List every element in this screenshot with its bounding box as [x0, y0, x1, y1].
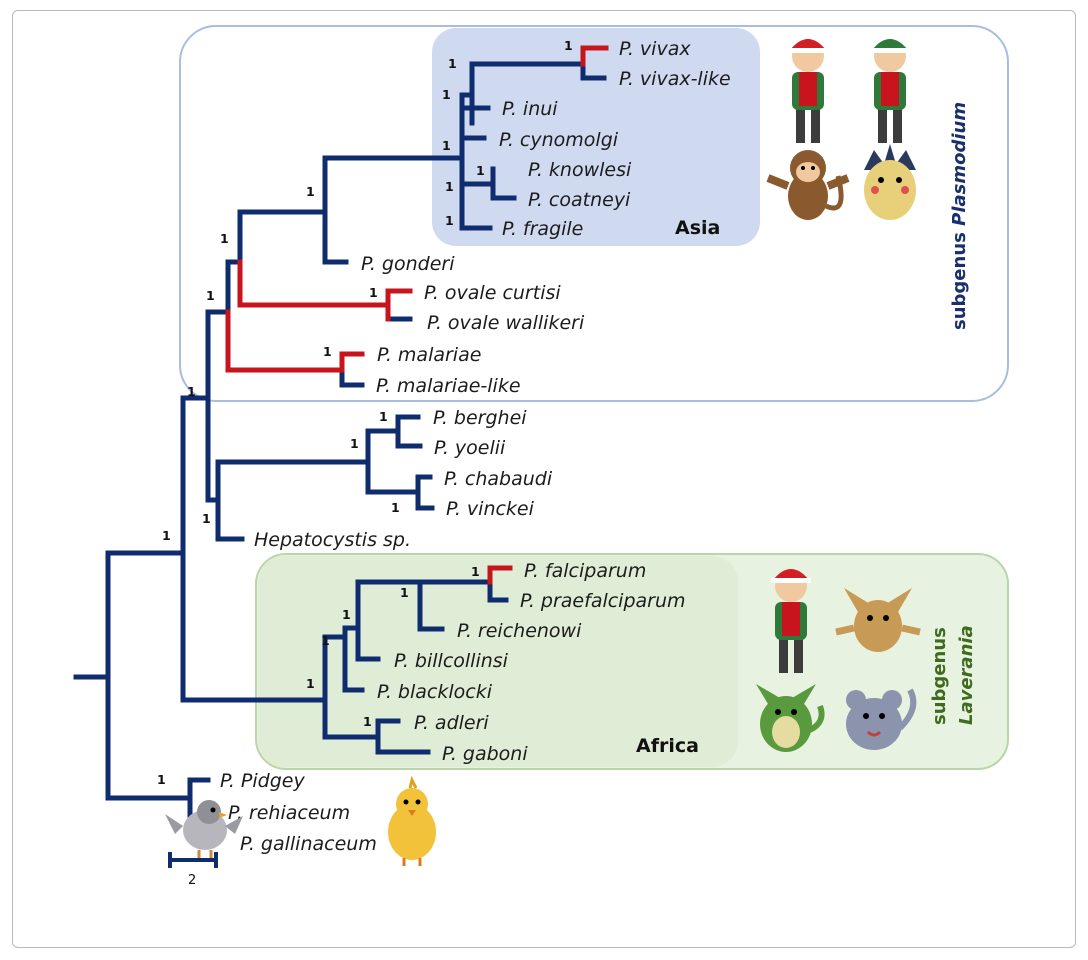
taxon-label: P. fragile	[502, 218, 583, 240]
yellow-chick-icon	[388, 775, 436, 866]
taxon-label: P. berghei	[433, 407, 527, 429]
support-value: 1	[306, 184, 315, 199]
monkey-icon	[766, 150, 850, 220]
taxon-label: P. knowlesi	[528, 159, 632, 181]
taxon-label: P. reichenowi	[457, 620, 582, 642]
taxon-label: P. adleri	[414, 712, 489, 734]
taxon-label: Hepatocystis sp.	[254, 529, 411, 551]
taxon-label: P. billcollinsi	[394, 650, 509, 672]
taxon-label: P. gaboni	[442, 743, 528, 765]
pidgey-bird-icon	[165, 800, 243, 858]
region-label-africa: Africa	[636, 735, 699, 757]
taxon-label: P. blacklocki	[377, 681, 493, 703]
scale-bar-label: 2	[188, 873, 196, 888]
support-value: 1	[162, 528, 171, 543]
taxon-label: P. vivax-like	[619, 68, 731, 90]
support-value: 1	[442, 87, 451, 102]
support-value: 1	[323, 344, 332, 359]
taxon-label: P. coatneyi	[528, 189, 631, 211]
trainer-green-cap-icon	[870, 39, 910, 143]
support-value: 1	[448, 56, 457, 71]
support-value: 1	[445, 213, 454, 228]
support-value: 1	[306, 676, 315, 691]
taxon-label: P. rehiaceum	[228, 802, 350, 824]
mankey-creature-icon	[835, 588, 921, 652]
taxon-label: P. gonderi	[361, 253, 455, 275]
taxon-label: P. gallinaceum	[240, 833, 377, 855]
trainer-red-cap-icon	[788, 39, 828, 143]
figure-frame	[12, 10, 1076, 948]
taxon-label: P. inui	[502, 98, 558, 120]
rattata-creature-icon	[846, 688, 917, 750]
subgenus-laverania-label-name: Laverania	[956, 625, 977, 725]
support-value: 1	[391, 500, 400, 515]
node-support-values: 1 1 1 1 1 1 1 1 1 1 1 1 1 1 1 1 1 1 1 1 …	[157, 38, 573, 787]
spiky-yellow-creature-icon	[864, 144, 916, 220]
support-value: 1	[471, 564, 480, 579]
taxon-label: P. vivax	[619, 38, 691, 60]
africa-region-box	[258, 556, 738, 767]
support-value: 1	[342, 607, 351, 622]
taxon-label: P. malariae	[377, 344, 481, 366]
support-value: 1	[476, 163, 485, 178]
support-value: 1	[445, 179, 454, 194]
taxon-label: P. vinckei	[446, 498, 535, 520]
taxon-label: P. yoelii	[434, 437, 506, 459]
support-value: 1	[379, 409, 388, 424]
support-value: 1	[369, 285, 378, 300]
asia-region-box	[432, 28, 760, 246]
taxon-label: P. malariae-like	[376, 375, 521, 397]
green-dragon-icon	[756, 684, 825, 752]
support-value: 1	[400, 585, 409, 600]
trainer-red-cap-icon	[771, 569, 811, 673]
subgenus-laverania-label-prefix: subgenus	[929, 627, 950, 725]
scale-bar	[168, 852, 218, 868]
human-infecting-branches	[225, 45, 609, 585]
taxon-labels: P. vivax P. vivax-like P. inui P. cynomo…	[220, 38, 731, 855]
support-value: 1	[202, 511, 211, 526]
support-value: 1	[321, 633, 330, 648]
taxon-label: P. Pidgey	[220, 770, 305, 792]
support-value: 1	[350, 436, 359, 451]
taxon-label: P. ovale curtisi	[424, 282, 561, 304]
support-value: 1	[220, 231, 229, 246]
taxon-label: P. praefalciparum	[520, 590, 686, 612]
taxon-label: P. chabaudi	[444, 468, 553, 490]
region-label-asia: Asia	[675, 217, 720, 239]
support-value: 1	[187, 384, 196, 399]
support-value: 1	[157, 772, 166, 787]
taxon-label: P. falciparum	[524, 560, 646, 582]
support-value: 1	[442, 138, 451, 153]
support-value: 1	[564, 38, 573, 53]
taxon-label: P. ovale wallikeri	[427, 312, 585, 334]
tree-branches	[73, 61, 607, 818]
subgenus-plasmodium-label: subgenus Plasmodium	[949, 102, 970, 330]
support-value: 1	[206, 288, 215, 303]
taxon-label: P. cynomolgi	[499, 129, 619, 151]
support-value: 1	[363, 714, 372, 729]
